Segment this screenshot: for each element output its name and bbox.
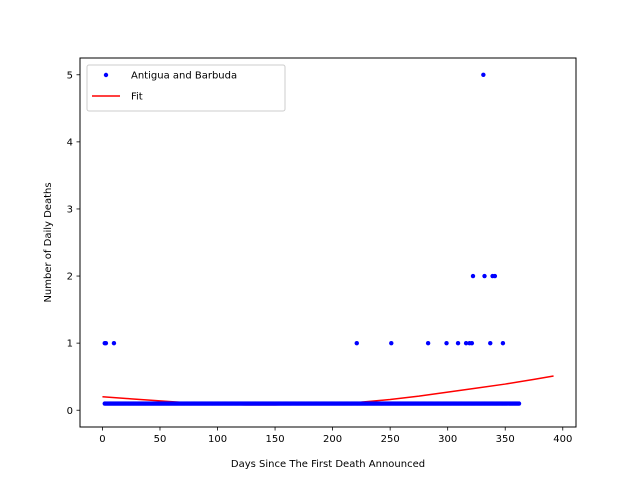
- data-point: [354, 340, 359, 346]
- legend-label-antigua-and-barbuda: Antigua and Barbuda: [131, 71, 237, 82]
- y-tick-label: 2: [67, 272, 73, 283]
- points-layer: [102, 72, 522, 406]
- data-point: [481, 72, 486, 77]
- y-axis-label: Number of Daily Deaths: [43, 182, 54, 302]
- y-axis-ticks: 0 1 2 3 4 5: [67, 70, 80, 417]
- y-tick-label: 4: [67, 137, 73, 148]
- data-point: [455, 340, 461, 346]
- x-tick-label: 150: [266, 434, 285, 445]
- legend-box: [86, 64, 286, 112]
- data-point: [488, 340, 493, 346]
- axes-frame: [79, 57, 577, 428]
- x-tick-label: 250: [381, 434, 400, 445]
- data-point: [469, 340, 475, 346]
- data-point: [482, 273, 487, 279]
- data-point: [389, 340, 394, 346]
- data-point: [470, 273, 476, 279]
- data-point: [516, 401, 522, 406]
- y-tick-label: 1: [67, 339, 73, 350]
- x-tick-label: 100: [208, 434, 227, 445]
- data-point: [492, 273, 498, 279]
- x-tick-label: 0: [99, 434, 105, 445]
- legend-label-fit: Fit: [131, 92, 143, 103]
- legend-marker-antigua-and-barbuda: [103, 72, 109, 78]
- y-tick-label: 0: [67, 406, 73, 417]
- x-axis-ticks: 0 50 100 150 200 250 300 350 400: [99, 427, 572, 445]
- data-point: [111, 340, 117, 346]
- x-tick-label: 350: [496, 434, 515, 445]
- x-axis-label: Days Since The First Death Announced: [231, 459, 425, 470]
- data-point: [500, 340, 506, 346]
- plot-area: [102, 72, 554, 406]
- legend: Antigua and Barbuda Fit: [86, 64, 286, 112]
- y-tick-label: 3: [67, 205, 73, 216]
- data-point: [444, 340, 449, 346]
- data-point: [425, 340, 431, 346]
- x-tick-label: 400: [553, 434, 572, 445]
- y-tick-label: 5: [67, 70, 73, 81]
- x-tick-label: 200: [323, 434, 342, 445]
- data-point: [103, 340, 109, 346]
- data-point: [463, 340, 469, 346]
- x-tick-label: 300: [438, 434, 457, 445]
- x-tick-label: 50: [154, 434, 167, 445]
